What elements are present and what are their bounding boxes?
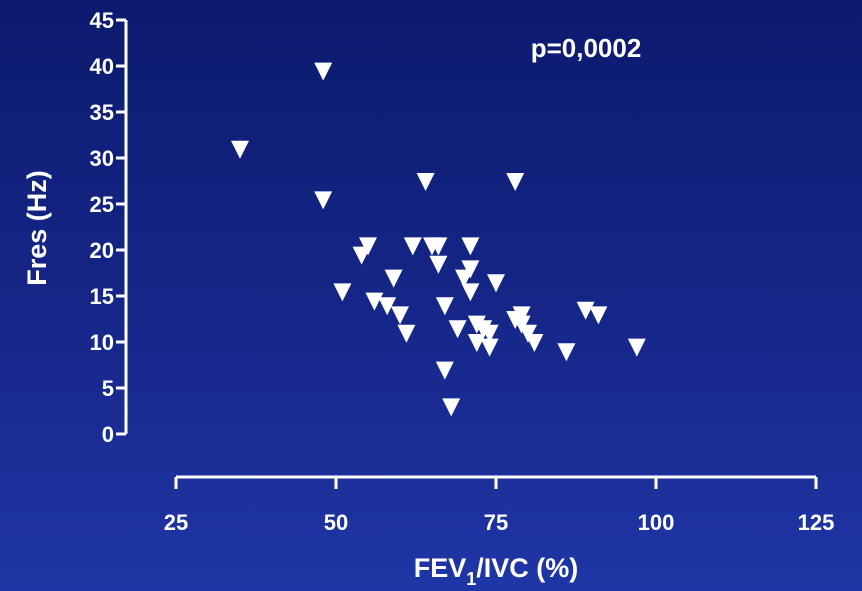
data-point [487, 274, 505, 293]
x-axis-title-subscript: 1 [466, 569, 476, 589]
data-point [314, 191, 333, 210]
y-tick-label: 35 [90, 100, 114, 125]
data-point [314, 62, 333, 81]
y-tick-label: 30 [90, 146, 114, 171]
y-tick-label: 25 [90, 192, 114, 217]
x-axis-title-rest: /IVC (%) [476, 553, 578, 583]
data-point [365, 292, 384, 311]
data-point [378, 297, 397, 316]
data-point [557, 343, 576, 362]
data-point [333, 283, 352, 302]
data-point [480, 324, 499, 343]
data-point [384, 269, 403, 288]
data-point [416, 173, 435, 191]
data-point [461, 260, 480, 279]
y-tick-label: 0 [102, 422, 114, 447]
data-point [506, 173, 525, 191]
y-tick-label: 15 [90, 284, 114, 309]
data-point [231, 140, 249, 159]
y-axis: 0 5 10 15 20 25 30 35 40 45 [90, 8, 128, 447]
x-axis-title: FEV1/IVC (%) [414, 553, 579, 589]
data-point [512, 315, 531, 334]
x-tick-label: 125 [798, 510, 835, 535]
data-point [480, 338, 499, 357]
x-tick-label: 100 [638, 510, 675, 535]
y-tick-label: 20 [90, 238, 114, 263]
data-point [448, 320, 467, 339]
data-point [435, 297, 454, 316]
data-point [519, 324, 537, 343]
data-point [467, 334, 486, 352]
x-tick-label: 75 [484, 510, 508, 535]
data-point [429, 255, 448, 274]
data-point [461, 237, 480, 256]
p-value-annotation: p=0,0002 [531, 33, 642, 63]
y-tick-label: 40 [90, 54, 114, 79]
data-points [231, 62, 646, 417]
data-point [512, 306, 531, 325]
data-point [359, 237, 377, 256]
x-tick-label: 50 [324, 510, 348, 535]
x-tick-label: 25 [164, 510, 188, 535]
data-point [435, 361, 454, 380]
data-point [589, 306, 608, 325]
y-tick-label: 5 [102, 376, 114, 401]
x-axis: 25 50 75 100 125 [164, 475, 835, 535]
data-point [461, 283, 480, 302]
data-point [391, 306, 409, 325]
y-tick-label: 45 [90, 8, 114, 33]
data-point [429, 237, 448, 256]
data-point [525, 334, 544, 352]
y-tick-label: 10 [90, 330, 114, 355]
data-point [442, 398, 461, 417]
data-point [397, 324, 416, 343]
x-axis-title-main: FEV [414, 553, 467, 583]
data-point [403, 237, 422, 256]
data-point [627, 338, 646, 357]
data-point [576, 301, 595, 320]
y-axis-title: Fres (Hz) [22, 170, 52, 286]
